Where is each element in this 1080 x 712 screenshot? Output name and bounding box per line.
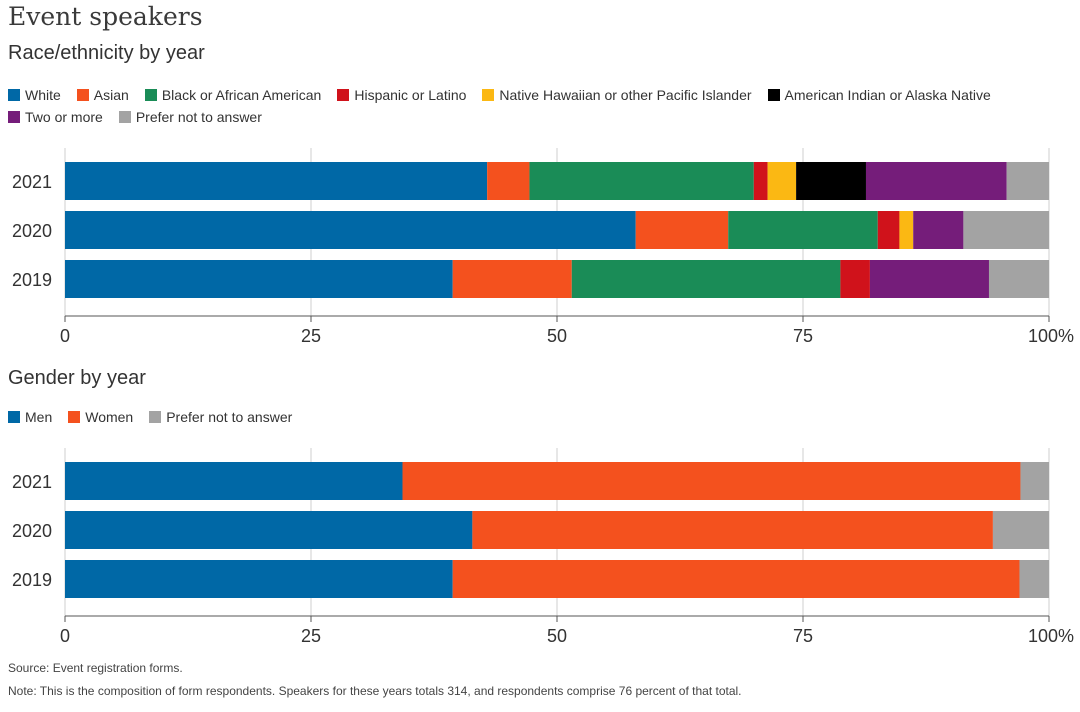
gender-category-label: 2020 (12, 521, 52, 541)
race-chart: 2021 2020 2019 0 25 50 75 100% (12, 148, 1074, 345)
race-tick-label: 75 (793, 326, 813, 345)
race-tick-label: 100% (1028, 326, 1074, 345)
legend-label: American Indian or Alaska Native (784, 87, 991, 103)
legend-swatch (8, 89, 20, 101)
race-legend-item-black-or-african-american: Black or African American (144, 86, 322, 104)
gender-tick-label: 25 (301, 626, 321, 645)
race-legend-item-american-indian-or-alaska-native: American Indian or Alaska Native (767, 86, 991, 104)
gender-category-label: 2021 (12, 472, 52, 492)
race-bar-2021-prefer-not-to-answer (1006, 162, 1049, 200)
footnote: Note: This is the composition of form re… (8, 684, 742, 698)
legend-swatch (337, 89, 350, 101)
race-bar-2019-black-or-african-american (571, 260, 841, 298)
race-category-label: 2020 (12, 221, 52, 241)
gender-bar-2019-women (452, 560, 1020, 598)
source-note: Source: Event registration forms. (8, 661, 183, 675)
gender-tick-label: 0 (60, 626, 70, 645)
gender-legend-item-women: Women (68, 408, 133, 426)
legend-swatch (8, 111, 20, 123)
race-tick-label: 50 (547, 326, 567, 345)
race-tick-label: 0 (60, 326, 70, 345)
legend-label: Black or African American (161, 87, 322, 103)
race-tick-label: 25 (301, 326, 321, 345)
gender-legend: Men Women Prefer not to answer (8, 408, 1068, 426)
gender-bar-2021-prefer-not-to-answer (1020, 462, 1049, 500)
gender-tick-label: 100% (1028, 626, 1074, 645)
gender-bar-2020-women (472, 511, 993, 549)
gender-category-label: 2019 (12, 570, 52, 590)
race-bar-2019-white (65, 260, 453, 298)
gender-legend-item-men: Men (8, 408, 52, 426)
legend-swatch (76, 89, 89, 101)
race-legend-item-white: White (8, 86, 61, 104)
race-legend-item-hispanic-or-latino: Hispanic or Latino (337, 86, 466, 104)
race-bar-2020-hispanic-or-latino (877, 211, 900, 249)
legend-swatch (482, 89, 495, 101)
gender-chart: 2021 2020 2019 0 25 50 75 100% (12, 448, 1074, 645)
race-bar-2021-two-or-more (865, 162, 1007, 200)
race-bar-2020-white (65, 211, 636, 249)
gender-bar-2019-men (65, 560, 453, 598)
legend-label: Prefer not to answer (166, 409, 293, 425)
gender-bar-2021-women (402, 462, 1021, 500)
legend-label: Two or more (25, 109, 103, 125)
race-legend-item-asian: Asian (76, 86, 129, 104)
gender-bar-2019-prefer-not-to-answer (1019, 560, 1049, 598)
race-bar-2020-native-hawaiian-or-other-pacific-islander (899, 211, 914, 249)
legend-label: Men (25, 409, 53, 425)
race-bar-2021-native-hawaiian-or-other-pacific-islander (767, 162, 797, 200)
legend-swatch (144, 89, 157, 101)
race-category-label: 2019 (12, 270, 52, 290)
race-bar-2021-white (65, 162, 488, 200)
page-title: Event speakers (8, 2, 203, 31)
race-bar-2019-prefer-not-to-answer (988, 260, 1049, 298)
legend-label: Prefer not to answer (135, 109, 262, 125)
race-legend-item-native-hawaiian-or-other-pacific-islander: Native Hawaiian or other Pacific Islande… (482, 86, 752, 104)
race-bar-2021-black-or-african-american (529, 162, 754, 200)
legend-swatch (68, 411, 81, 423)
race-bar-2020-asian (635, 211, 729, 249)
race-legend-item-two-or-more: Two or more (8, 108, 103, 126)
gender-tick-label: 75 (793, 626, 813, 645)
legend-label: White (25, 87, 61, 103)
legend-label: Native Hawaiian or other Pacific Islande… (499, 87, 752, 103)
gender-legend-item-prefer-not-to-answer: Prefer not to answer (149, 408, 292, 426)
gender-chart-title: Gender by year (8, 367, 146, 389)
legend-label: Hispanic or Latino (354, 87, 467, 103)
race-bar-2020-prefer-not-to-answer (963, 211, 1049, 249)
gender-bar-2020-prefer-not-to-answer (992, 511, 1049, 549)
race-bar-2020-black-or-african-american (728, 211, 878, 249)
race-bar-2020-two-or-more (913, 211, 964, 249)
legend-swatch (8, 411, 20, 423)
legend-label: Women (85, 409, 134, 425)
legend-swatch (118, 111, 131, 123)
race-legend-item-prefer-not-to-answer: Prefer not to answer (118, 108, 262, 126)
race-bar-2019-asian (452, 260, 572, 298)
race-category-label: 2021 (12, 172, 52, 192)
legend-swatch (149, 411, 162, 423)
gender-bar-2021-men (65, 462, 403, 500)
gender-tick-label: 50 (547, 626, 567, 645)
race-bar-2021-american-indian-or-alaska-native (796, 162, 866, 200)
race-bar-2021-asian (487, 162, 530, 200)
race-bar-2019-hispanic-or-latino (840, 260, 870, 298)
race-bar-2021-hispanic-or-latino (753, 162, 768, 200)
legend-label: Asian (93, 87, 129, 103)
race-chart-title: Race/ethnicity by year (8, 42, 205, 64)
race-bar-2019-two-or-more (869, 260, 989, 298)
legend-swatch (767, 89, 780, 101)
race-legend: White Asian Black or African American Hispa… (8, 86, 1068, 126)
gender-bar-2020-men (65, 511, 473, 549)
